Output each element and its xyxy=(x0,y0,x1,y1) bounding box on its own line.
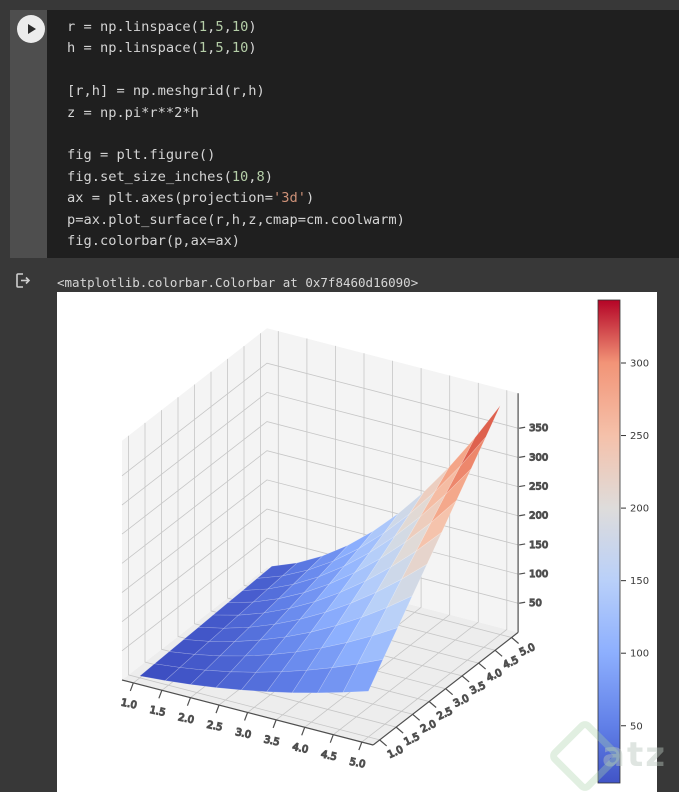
axis-tick-label: 150 xyxy=(529,540,548,551)
y-tick xyxy=(445,688,454,696)
axis-tick-label: 150 xyxy=(630,576,649,587)
axis-tick-label: 250 xyxy=(529,482,548,493)
code-line: z = np.pi*r**2*h xyxy=(67,104,199,121)
x-tick xyxy=(215,704,220,714)
axis-tick-label: 3.5 xyxy=(263,734,281,748)
axis-tick-label: 1.0 xyxy=(120,697,138,711)
code-line xyxy=(67,60,679,81)
z-tick xyxy=(519,601,526,604)
surface-quad xyxy=(400,531,443,580)
surface-mesh xyxy=(139,405,501,694)
y-tick xyxy=(478,662,487,670)
axis-tick-label: 200 xyxy=(529,511,548,522)
axis-tick-label: 2.0 xyxy=(177,712,195,726)
output-icon xyxy=(16,273,31,288)
y-tick xyxy=(412,713,421,721)
axis-tick-label: 200 xyxy=(630,504,649,515)
code-line xyxy=(67,124,679,145)
code-line: h = np.linspace(1,5,10) xyxy=(67,40,257,57)
z-tick xyxy=(519,572,526,575)
z-tick xyxy=(519,543,526,546)
cell-gutter xyxy=(10,10,47,258)
colorbar: 50 100 150 200 250 300 xyxy=(597,299,649,784)
surface-quad xyxy=(430,468,472,523)
axis-tick-label: 4.0 xyxy=(291,742,309,756)
z-tick xyxy=(519,426,526,429)
z-tick xyxy=(519,484,526,488)
axis-tick-label: 4.5 xyxy=(320,749,338,763)
x-axis: 1.0 1.5 2.0 2.5 3.0 3.5 4.0 4.5 5.0 xyxy=(119,679,374,771)
code-line: fig = plt.figure() xyxy=(67,147,216,164)
axis-tick-label: 350 xyxy=(529,423,548,434)
axis-tick-label: 50 xyxy=(630,721,643,732)
axis-tick-label: 2.5 xyxy=(206,720,224,734)
y-axis-line xyxy=(372,631,519,746)
code-line: fig.set_size_inches(10,8) xyxy=(67,168,274,185)
y-tick xyxy=(428,701,437,708)
axis-tick-label: 2.0 xyxy=(419,719,438,736)
run-cell-button[interactable] xyxy=(17,15,45,43)
z-tick xyxy=(519,514,526,517)
x-tick xyxy=(129,682,134,692)
y-tick xyxy=(379,739,388,747)
axis-tick-label: 1.5 xyxy=(148,705,166,719)
surface-quad xyxy=(342,658,384,693)
axis-tick-label: 50 xyxy=(529,598,542,609)
code-editor[interactable]: r = np.linspace(1,5,10) h = np.linspace(1… xyxy=(57,10,679,258)
y-tick xyxy=(511,637,520,644)
axis-tick-label: 3.0 xyxy=(452,693,471,710)
x-tick xyxy=(186,697,191,706)
x-tick xyxy=(158,690,163,699)
plot-output: 1.0 1.5 2.0 2.5 3.0 3.5 4.0 4.5 5.0 1.0 1.5 2.0 2.5 3… xyxy=(57,292,657,792)
axis-tick-label: 5.0 xyxy=(348,757,366,771)
x-tick xyxy=(301,727,306,736)
axis-tick-label: 250 xyxy=(630,431,649,442)
x-tick xyxy=(329,734,334,743)
colorbar-gradient xyxy=(597,299,621,784)
surface-quad xyxy=(416,500,457,552)
axis-tick-label: 2.5 xyxy=(436,706,455,723)
y-tick xyxy=(395,726,404,734)
axis-tick-label: 4.5 xyxy=(502,655,521,672)
surface-quad xyxy=(371,595,413,637)
axis-tick-label: 3.0 xyxy=(234,727,252,741)
x-tick xyxy=(244,712,249,721)
axis-tick-label: 300 xyxy=(529,452,548,463)
x-tick xyxy=(358,741,363,751)
surface-chart-svg: 1.01.52.02.53.03.54.04.55.01.01.52.02.53… xyxy=(119,299,649,784)
output-text: <matplotlib.colorbar.Colorbar at 0x7f846… xyxy=(57,275,419,290)
axis-tick-label: 4.0 xyxy=(485,667,504,684)
axis-tick-label: 100 xyxy=(529,569,548,580)
surface-quad xyxy=(460,405,501,467)
code-cell[interactable]: r = np.linspace(1,5,10) h = np.linspace(1… xyxy=(10,10,679,258)
code-line: fig.colorbar(p,ax=ax) xyxy=(67,232,241,249)
axis-tick-label: 100 xyxy=(630,649,649,660)
z-tick xyxy=(519,455,526,458)
y-tick xyxy=(494,649,503,657)
z-axis: 50 100 150 200 250 300 350 xyxy=(517,393,549,633)
code-line: r = np.linspace(1,5,10) xyxy=(67,19,257,35)
play-icon xyxy=(28,24,36,34)
surface-quad xyxy=(445,437,486,495)
code-line: [r,h] = np.meshgrid(r,h) xyxy=(67,83,265,100)
axis-tick-label: 5.0 xyxy=(518,642,537,659)
axis-tick-label: 3.5 xyxy=(469,680,488,697)
code-line: ax = plt.axes(projection='3d') xyxy=(67,190,315,207)
x-tick xyxy=(272,719,277,729)
axis-tick-label: 300 xyxy=(630,359,649,370)
axis-tick-label: 1.5 xyxy=(403,731,422,748)
y-tick xyxy=(461,675,470,683)
code-line: p=ax.plot_surface(r,h,z,cmap=cm.coolwarm… xyxy=(67,211,405,228)
axis-tick-label: 1.0 xyxy=(386,744,405,761)
